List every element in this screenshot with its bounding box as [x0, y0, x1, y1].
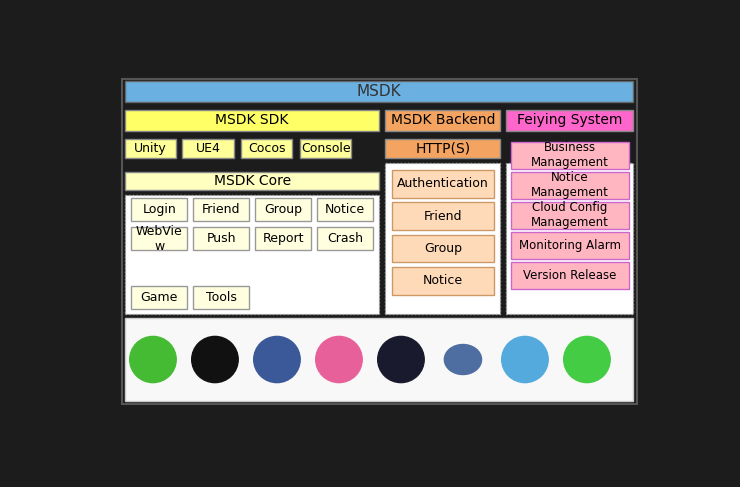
- FancyBboxPatch shape: [317, 227, 373, 250]
- Text: Monitoring Alarm: Monitoring Alarm: [519, 239, 621, 252]
- FancyBboxPatch shape: [391, 235, 494, 262]
- FancyBboxPatch shape: [391, 203, 494, 230]
- FancyBboxPatch shape: [255, 227, 311, 250]
- Text: Notice: Notice: [325, 203, 366, 216]
- Text: Cocos: Cocos: [248, 142, 286, 155]
- FancyBboxPatch shape: [391, 170, 494, 198]
- FancyBboxPatch shape: [317, 198, 373, 221]
- Text: Group: Group: [264, 203, 302, 216]
- FancyBboxPatch shape: [386, 139, 500, 158]
- Text: MSDK Backend: MSDK Backend: [391, 113, 495, 128]
- FancyBboxPatch shape: [511, 232, 629, 259]
- Text: Authentication: Authentication: [397, 177, 488, 190]
- FancyBboxPatch shape: [193, 285, 249, 309]
- Text: Friend: Friend: [202, 203, 240, 216]
- Text: WebVie
w: WebVie w: [135, 225, 183, 253]
- Text: Unity: Unity: [134, 142, 167, 155]
- Text: Push: Push: [206, 232, 236, 245]
- FancyBboxPatch shape: [386, 163, 500, 314]
- Text: Crash: Crash: [327, 232, 363, 245]
- FancyBboxPatch shape: [511, 171, 629, 199]
- FancyBboxPatch shape: [131, 227, 187, 250]
- FancyBboxPatch shape: [506, 110, 633, 131]
- FancyBboxPatch shape: [125, 139, 176, 158]
- FancyBboxPatch shape: [131, 198, 187, 221]
- FancyBboxPatch shape: [193, 198, 249, 221]
- FancyBboxPatch shape: [122, 79, 636, 404]
- Text: MSDK: MSDK: [357, 84, 402, 99]
- Text: MSDK SDK: MSDK SDK: [215, 113, 289, 128]
- Text: Tools: Tools: [206, 291, 237, 303]
- Circle shape: [130, 337, 176, 383]
- FancyBboxPatch shape: [125, 81, 633, 102]
- Text: Cloud Config
Management: Cloud Config Management: [531, 201, 609, 229]
- FancyBboxPatch shape: [125, 110, 380, 131]
- Ellipse shape: [444, 344, 482, 375]
- FancyBboxPatch shape: [300, 139, 351, 158]
- Text: MSDK Core: MSDK Core: [214, 174, 291, 188]
- Text: Report: Report: [263, 232, 304, 245]
- FancyBboxPatch shape: [241, 139, 292, 158]
- FancyBboxPatch shape: [182, 139, 234, 158]
- FancyBboxPatch shape: [131, 285, 187, 309]
- Circle shape: [377, 337, 424, 383]
- Text: Login: Login: [142, 203, 176, 216]
- FancyBboxPatch shape: [125, 171, 380, 190]
- Text: Notice: Notice: [423, 275, 462, 287]
- Circle shape: [564, 337, 610, 383]
- Circle shape: [502, 337, 548, 383]
- FancyBboxPatch shape: [391, 267, 494, 295]
- FancyBboxPatch shape: [125, 195, 380, 314]
- FancyBboxPatch shape: [511, 202, 629, 228]
- FancyBboxPatch shape: [506, 163, 633, 314]
- Text: Business
Management: Business Management: [531, 141, 609, 169]
- FancyBboxPatch shape: [125, 318, 633, 401]
- FancyBboxPatch shape: [255, 198, 311, 221]
- Circle shape: [254, 337, 300, 383]
- FancyBboxPatch shape: [511, 142, 629, 169]
- Text: Console: Console: [301, 142, 351, 155]
- Text: Feiying System: Feiying System: [517, 113, 622, 128]
- Circle shape: [316, 337, 362, 383]
- FancyBboxPatch shape: [511, 262, 629, 289]
- FancyBboxPatch shape: [386, 110, 500, 131]
- Text: UE4: UE4: [195, 142, 221, 155]
- Text: Version Release: Version Release: [523, 269, 616, 281]
- Text: HTTP(S): HTTP(S): [415, 142, 471, 155]
- Text: Group: Group: [424, 242, 462, 255]
- Text: Friend: Friend: [423, 210, 462, 223]
- Circle shape: [192, 337, 238, 383]
- Text: Game: Game: [141, 291, 178, 303]
- Text: Notice
Management: Notice Management: [531, 171, 609, 199]
- FancyBboxPatch shape: [193, 227, 249, 250]
